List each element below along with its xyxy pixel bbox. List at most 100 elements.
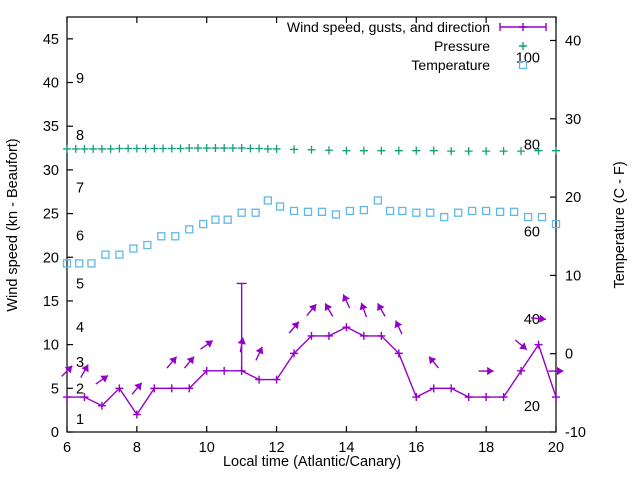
temperature-marker	[129, 244, 138, 253]
fahrenheit-label: 20	[524, 399, 540, 415]
arrow-head	[519, 342, 527, 350]
legend-label: Temperature	[411, 57, 490, 73]
beaufort-label: 7	[76, 180, 84, 196]
y2-tick-label: 40	[565, 33, 581, 49]
y2-tick-label: -10	[565, 425, 586, 441]
pressure-marker	[150, 144, 159, 153]
pressure-marker	[447, 147, 456, 156]
wind-speed-marker	[482, 393, 491, 402]
legend-label: Pressure	[434, 38, 490, 54]
temperature-marker	[359, 205, 369, 215]
pressure-marker	[237, 144, 246, 153]
series-pressure	[63, 144, 560, 156]
y-tick-label: 40	[43, 76, 59, 92]
legend-swatch-square	[518, 60, 528, 70]
arrow-head	[324, 303, 333, 312]
beaufort-label: 1	[76, 412, 84, 428]
pressure-marker	[228, 144, 237, 153]
temperature-marker	[373, 196, 383, 205]
wind-speed-marker	[447, 384, 456, 393]
wind-speed-marker	[394, 349, 403, 358]
beaufort-label: 4	[76, 320, 84, 336]
series-wind-speed	[63, 282, 560, 419]
temperature-marker	[440, 212, 449, 222]
pressure-marker	[255, 144, 264, 153]
y-tick-label: 45	[43, 32, 59, 48]
temperature-marker	[171, 232, 180, 241]
wind-direction-arrow	[342, 294, 351, 309]
wind-speed-marker	[359, 331, 368, 340]
x-axis-ticks: 6 8 10 12 14 16 18 20	[63, 17, 564, 456]
arrow-head	[186, 356, 195, 365]
pressure-marker	[167, 144, 176, 153]
wind-direction-arrow	[531, 314, 547, 323]
temperature-marker	[275, 202, 285, 211]
temperature-marker	[468, 206, 477, 216]
wind-speed-marker	[429, 384, 438, 393]
arrow-head	[359, 302, 368, 311]
pressure-marker	[80, 144, 89, 153]
pressure-marker	[263, 144, 272, 153]
chart-legend: Wind speed, gusts, and direction Pressure…	[287, 19, 547, 73]
wind-direction-arrow	[514, 339, 528, 351]
x-tick-label: 6	[63, 440, 71, 456]
fahrenheit-scale-labels: 20 40 60 80 100	[516, 51, 540, 415]
wind-speed-marker	[97, 401, 106, 410]
wind-direction-arrow	[478, 366, 494, 376]
y2-tick-label: 30	[565, 112, 581, 128]
wind-speed-marker	[552, 393, 560, 402]
temperature-marker	[75, 259, 84, 268]
fahrenheit-label: 40	[524, 312, 540, 328]
y2-axis-ticks: -10 0 10 20 30 40	[550, 33, 586, 441]
y-tick-label: 10	[43, 338, 59, 354]
pressure-marker	[220, 144, 229, 153]
temperature-marker	[115, 250, 124, 259]
wind-speed-marker	[377, 331, 386, 340]
temperature-marker	[237, 208, 246, 217]
pressure-marker	[193, 144, 202, 153]
y-tick-label: 20	[43, 250, 59, 266]
wind-direction-arrow	[394, 320, 403, 335]
pressure-marker	[106, 144, 115, 153]
pressure-marker	[324, 146, 333, 155]
wind-direction-arrow	[80, 364, 89, 378]
temperature-marker	[551, 219, 561, 229]
beaufort-label: 3	[76, 355, 84, 371]
pressure-marker	[464, 147, 473, 156]
arrow-head	[64, 365, 73, 374]
temperature-marker	[495, 207, 505, 216]
beaufort-label: 9	[76, 71, 84, 87]
pressure-marker	[202, 144, 211, 153]
arrow-head	[205, 340, 213, 348]
x-tick-label: 8	[133, 440, 141, 456]
y2-tick-label: 10	[565, 268, 581, 284]
temperature-marker	[412, 208, 421, 217]
pressure-marker	[211, 144, 220, 153]
pressure-marker	[159, 144, 168, 153]
wind-speed-marker	[63, 393, 71, 402]
arrow-head	[81, 364, 89, 373]
temperature-marker	[87, 259, 96, 268]
wind-direction-arrow	[61, 365, 73, 377]
pressure-marker	[412, 146, 421, 155]
y2-axis-label: Temperature (C - F)	[612, 161, 628, 288]
y-tick-label: 15	[43, 294, 59, 310]
pressure-marker	[124, 144, 133, 153]
pressure-marker	[115, 144, 124, 153]
temperature-marker	[263, 196, 272, 205]
beaufort-label: 2	[76, 381, 84, 397]
wind-speed-marker	[150, 384, 159, 393]
wind-direction-arrow	[131, 382, 143, 395]
arrow-head	[291, 321, 299, 330]
wind-speed-marker	[272, 375, 281, 384]
temperature-marker	[251, 208, 260, 217]
wind-speed-marker	[115, 384, 124, 393]
y-tick-label: 25	[43, 207, 59, 223]
arrow-head	[100, 375, 109, 383]
legend-label: Wind speed, gusts, and direction	[287, 19, 490, 35]
wind-direction-arrow	[288, 321, 300, 334]
pressure-marker	[394, 146, 403, 155]
fahrenheit-label: 100	[516, 51, 540, 67]
temperature-marker	[454, 208, 463, 217]
wind-direction-arrow	[166, 356, 178, 369]
